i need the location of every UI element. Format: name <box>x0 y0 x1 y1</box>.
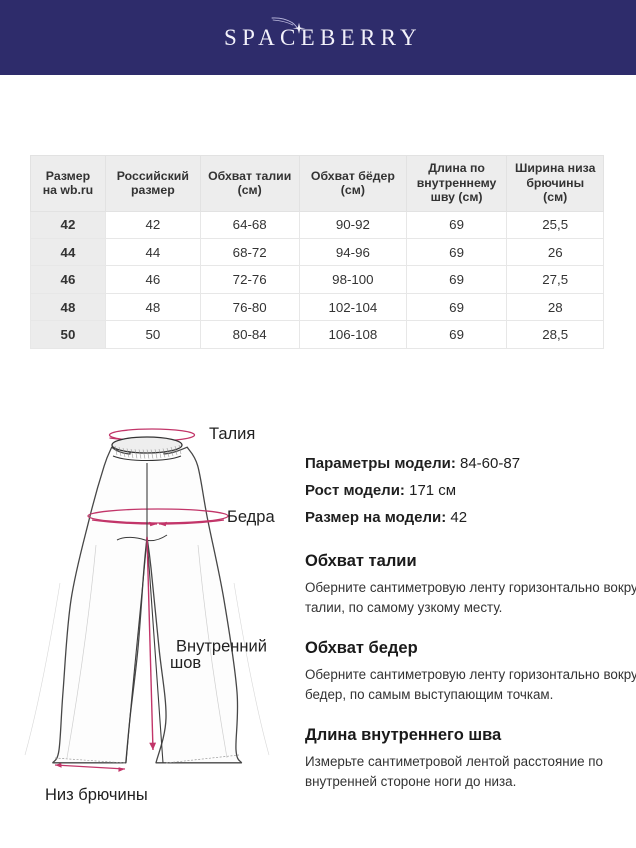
svg-text:Низ брючины: Низ брючины <box>45 786 148 804</box>
svg-text:Внутренний: Внутренний <box>176 638 267 656</box>
svg-text:Бедра: Бедра <box>227 508 275 526</box>
svg-text:шов: шов <box>170 654 201 672</box>
svg-text:Талия: Талия <box>209 425 255 443</box>
